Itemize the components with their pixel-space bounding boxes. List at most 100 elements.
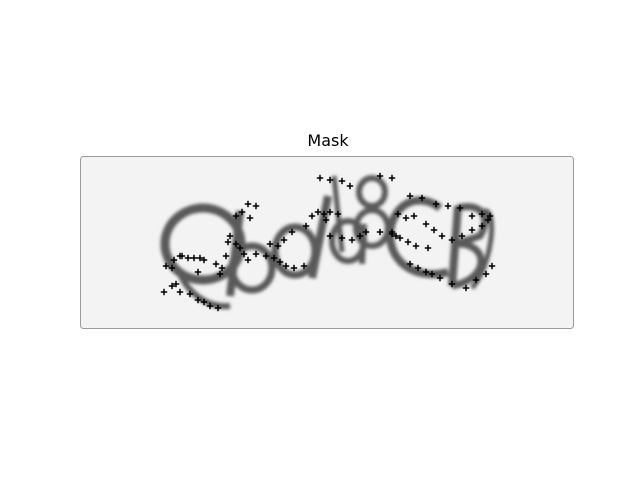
keypoint-marker xyxy=(406,192,414,200)
keypoint-marker xyxy=(212,260,220,268)
keypoint-marker xyxy=(186,290,194,298)
keypoint-marker xyxy=(482,270,490,278)
keypoint-marker xyxy=(316,174,324,182)
keypoint-marker xyxy=(484,216,492,224)
glyph-b-upper-stem xyxy=(448,205,462,287)
keypoint-marker xyxy=(270,254,278,262)
keypoint-marker xyxy=(456,204,464,212)
keypoint-marker xyxy=(472,276,480,284)
keypoint-marker xyxy=(424,244,432,252)
keypoint-marker xyxy=(322,216,330,224)
keypoint-marker xyxy=(280,236,288,244)
keypoint-marker xyxy=(326,208,334,216)
keypoint-marker xyxy=(436,274,444,282)
keypoint-marker xyxy=(422,220,430,228)
image-background xyxy=(80,156,574,329)
keypoint-marker xyxy=(388,228,396,236)
keypoint-marker xyxy=(314,208,322,216)
mask-image-frame xyxy=(80,156,574,329)
keypoint-marker xyxy=(320,210,328,218)
keypoint-marker xyxy=(404,238,412,246)
keypoint-markers xyxy=(160,172,496,312)
keypoint-marker xyxy=(308,212,316,220)
glyph-b-bowl xyxy=(228,242,276,294)
keypoint-marker xyxy=(438,232,446,240)
keypoint-marker xyxy=(246,214,254,222)
keypoint-marker xyxy=(194,268,202,276)
keypoint-marker xyxy=(232,240,240,248)
keypoint-marker xyxy=(462,284,470,292)
glyph-q-tail xyxy=(177,272,231,310)
keypoint-marker xyxy=(478,210,486,218)
keypoint-marker xyxy=(226,232,234,240)
keypoint-marker xyxy=(290,264,298,272)
keypoint-marker xyxy=(376,228,384,236)
keypoint-marker xyxy=(300,262,308,270)
keypoint-marker xyxy=(302,222,310,230)
keypoint-marker xyxy=(252,250,260,258)
keypoint-marker xyxy=(422,268,430,276)
keypoint-marker xyxy=(410,212,418,220)
keypoint-marker xyxy=(334,210,342,218)
glyph-eight-top xyxy=(356,175,388,209)
keypoint-marker xyxy=(444,202,452,210)
keypoint-marker xyxy=(178,252,186,260)
keypoint-marker xyxy=(448,280,456,288)
keypoint-marker xyxy=(348,236,356,244)
keypoint-marker xyxy=(244,200,252,208)
keypoint-marker xyxy=(160,288,168,296)
keypoint-marker xyxy=(238,208,246,216)
keypoint-marker xyxy=(392,232,400,240)
keypoint-marker xyxy=(432,200,440,208)
keypoint-marker xyxy=(418,194,426,202)
keypoint-marker xyxy=(396,234,404,242)
keypoint-marker xyxy=(428,270,436,278)
keypoint-marker xyxy=(338,234,346,242)
keypoint-marker xyxy=(402,214,410,222)
keypoint-marker xyxy=(282,262,290,270)
keypoint-marker xyxy=(326,232,334,240)
keypoint-marker xyxy=(326,176,334,184)
keypoint-marker xyxy=(274,242,282,250)
keypoint-marker xyxy=(356,232,364,240)
keypoint-marker xyxy=(236,244,244,252)
keypoint-marker xyxy=(362,228,370,236)
keypoint-marker xyxy=(172,280,180,288)
keypoint-marker xyxy=(430,226,438,234)
figure-title: Mask xyxy=(307,131,349,150)
keypoint-marker xyxy=(216,270,224,278)
keypoint-marker xyxy=(414,264,422,272)
glyph-b-lower-bowl xyxy=(451,240,485,290)
keypoint-marker xyxy=(262,252,270,260)
keypoint-marker xyxy=(478,222,486,230)
keypoint-marker xyxy=(240,250,248,258)
keypoint-marker xyxy=(288,228,296,236)
keypoint-marker xyxy=(196,254,204,262)
keypoint-marker xyxy=(168,264,176,272)
keypoint-marker xyxy=(176,288,184,296)
keypoint-marker xyxy=(486,212,494,220)
keypoint-marker xyxy=(200,256,208,264)
keypoint-marker xyxy=(488,262,496,270)
keypoint-marker xyxy=(200,298,208,306)
keypoint-marker xyxy=(222,252,230,260)
keypoint-marker xyxy=(218,264,226,272)
keypoint-marker xyxy=(190,254,198,262)
keypoint-marker xyxy=(162,262,170,270)
keypoint-marker xyxy=(194,296,202,304)
keypoint-marker xyxy=(206,302,214,310)
keypoint-marker xyxy=(468,212,476,220)
keypoint-marker xyxy=(346,182,354,190)
keypoint-marker xyxy=(338,177,346,185)
mask-image xyxy=(80,156,574,329)
keypoint-marker xyxy=(168,282,176,290)
keypoint-marker xyxy=(184,254,192,262)
keypoint-marker xyxy=(266,240,274,248)
keypoint-marker xyxy=(214,304,222,312)
keypoint-marker xyxy=(412,242,420,250)
keypoint-marker xyxy=(232,212,240,220)
keypoint-marker xyxy=(252,202,260,210)
glyph-q-ring xyxy=(160,203,246,285)
keypoint-marker xyxy=(394,210,402,218)
glyph-d-stem xyxy=(308,195,332,279)
